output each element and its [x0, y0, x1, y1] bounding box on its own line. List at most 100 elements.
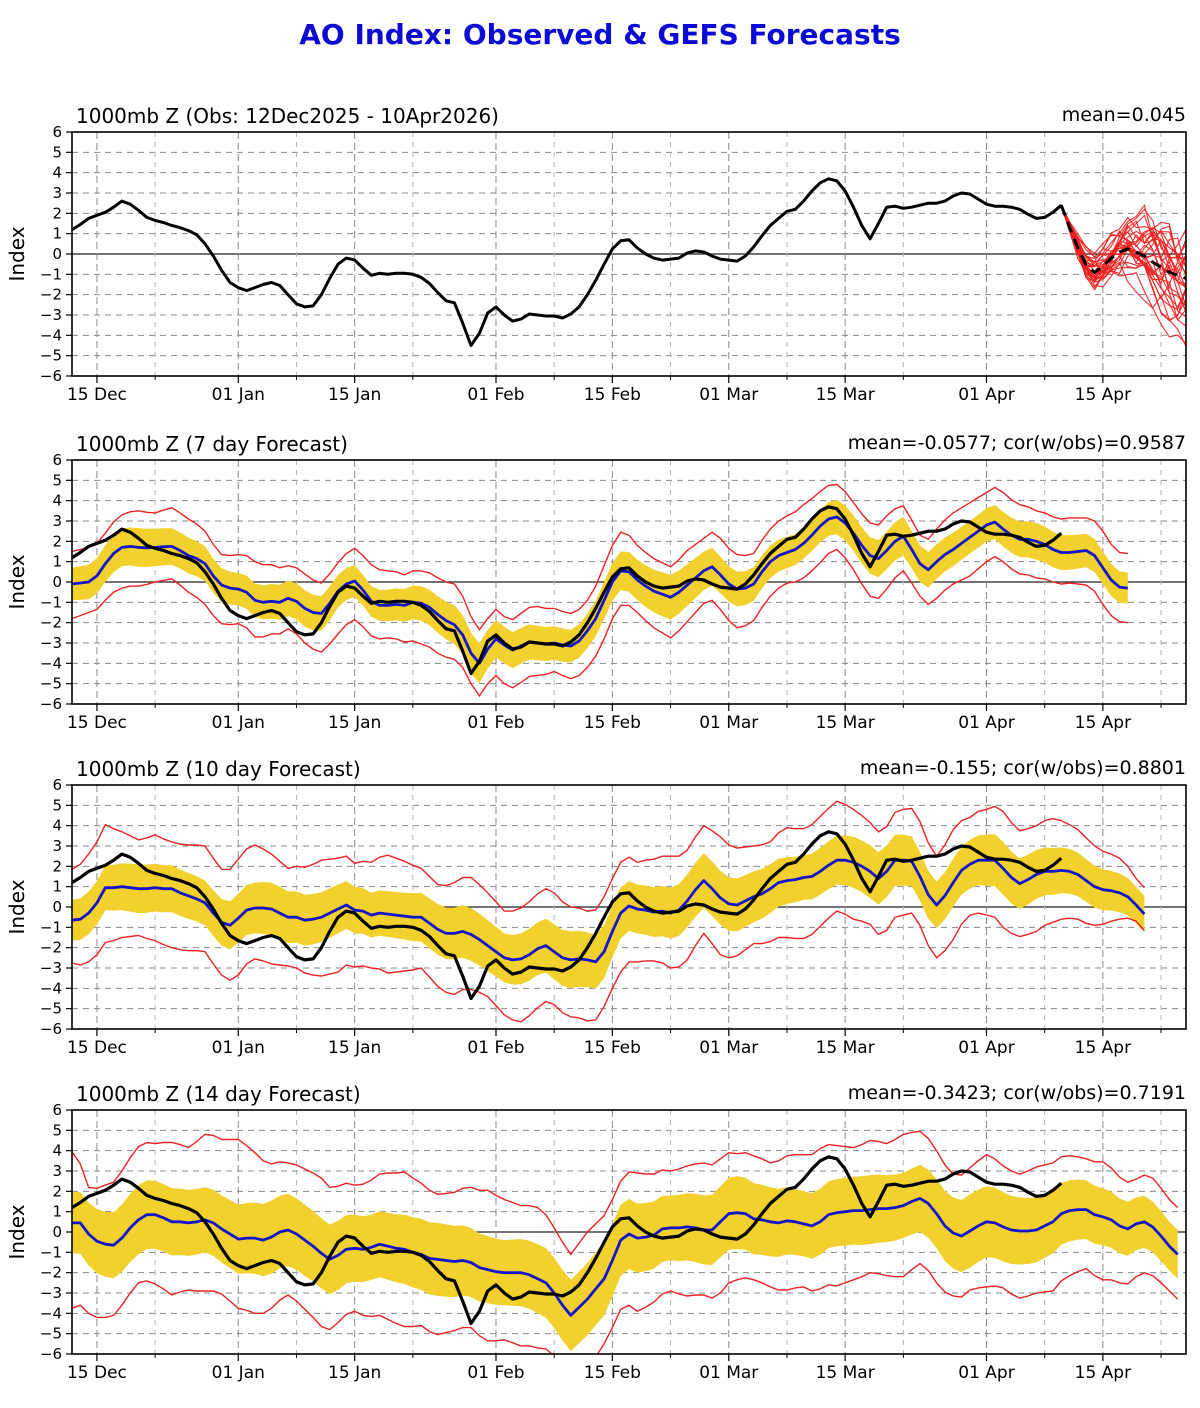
svg-text:01 Jan: 01 Jan — [212, 1363, 265, 1383]
svg-text:3: 3 — [52, 184, 62, 202]
svg-text:01 Apr: 01 Apr — [958, 385, 1014, 405]
svg-text:4: 4 — [52, 1142, 62, 1160]
plot-frame — [71, 1109, 1187, 1355]
forecast-7day-chart: 6 5 4 3 2 1 0 −1 −2 −3 −4 −5 −6 15 Dec 01 Jan 15 Jan 01 … — [5, 451, 1187, 733]
svg-text:−6: −6 — [40, 695, 62, 713]
svg-text:1: 1 — [52, 1203, 62, 1221]
svg-text:15 Apr: 15 Apr — [1075, 1363, 1131, 1383]
ensemble-members — [1060, 203, 1186, 347]
svg-text:5: 5 — [52, 143, 62, 161]
x-axis-tick-labels: 15 Dec 01 Jan 15 Jan 01 Feb 15 Feb 01 Mar 15 M… — [67, 376, 1162, 405]
svg-text:−1: −1 — [40, 1243, 62, 1261]
svg-text:−4: −4 — [40, 979, 62, 997]
panel-title: 1000mb Z (Obs: 12Dec2025 - 10Apr2026) — [76, 104, 499, 128]
y-axis-tick-labels: 6 5 4 3 2 1 0 −1 −2 −3 −4 −5 −6 — [40, 123, 72, 385]
svg-text:1: 1 — [52, 553, 62, 571]
panel-stats: mean=-0.3423; cor(w/obs)=0.7191 — [847, 1082, 1186, 1104]
svg-text:0: 0 — [52, 573, 62, 591]
svg-text:15 Jan: 15 Jan — [328, 713, 381, 733]
svg-text:15 Feb: 15 Feb — [584, 1038, 641, 1058]
svg-text:2: 2 — [52, 1182, 62, 1200]
svg-text:01 Feb: 01 Feb — [467, 385, 524, 405]
plot-frame — [71, 131, 1187, 377]
svg-text:6: 6 — [52, 123, 62, 141]
panel-forecast-10day-header: 1000mb Z (10 day Forecast) mean=-0.155; … — [0, 757, 1200, 783]
observed-chart: 6 5 4 3 2 1 0 −1 −2 −3 −4 −5 −6 15 Dec 01 Jan 15 Jan 01 … — [5, 123, 1187, 405]
svg-text:−5: −5 — [40, 1325, 62, 1343]
svg-text:01 Apr: 01 Apr — [958, 1038, 1014, 1058]
panel-title: 1000mb Z (14 day Forecast) — [76, 1082, 361, 1106]
svg-text:−5: −5 — [40, 347, 62, 365]
svg-text:01 Apr: 01 Apr — [958, 713, 1014, 733]
y-axis-tick-labels: 6 5 4 3 2 1 0 −1 −2 −3 −4 −5 −6 — [40, 1101, 72, 1363]
svg-text:−4: −4 — [40, 1304, 62, 1322]
panel-forecast-10day: 6 5 4 3 2 1 0 −1 −2 −3 −4 −5 −6 15 Dec 01 Jan 15 Jan 01 … — [0, 753, 1200, 1083]
svg-text:−5: −5 — [40, 675, 62, 693]
svg-text:−3: −3 — [40, 959, 62, 977]
forecast-14day-chart: 6 5 4 3 2 1 0 −1 −2 −3 −4 −5 −6 15 Dec 01 Jan 15 Jan 01 … — [5, 1101, 1187, 1383]
observed-line — [71, 830, 1063, 1001]
plot-frame — [71, 784, 1187, 1030]
svg-text:15 Dec: 15 Dec — [67, 713, 127, 733]
ensemble-spread-band — [72, 499, 1128, 684]
ensemble-spread-band — [72, 1164, 1178, 1351]
panel-forecast-7day: 6 5 4 3 2 1 0 −1 −2 −3 −4 −5 −6 15 Dec 01 Jan 15 Jan 01 … — [0, 428, 1200, 758]
grid — [72, 132, 1186, 376]
svg-text:0: 0 — [52, 245, 62, 263]
svg-text:15 Dec: 15 Dec — [67, 385, 127, 405]
svg-text:1: 1 — [52, 225, 62, 243]
svg-text:0: 0 — [52, 898, 62, 916]
svg-text:01 Mar: 01 Mar — [699, 385, 758, 405]
svg-text:−3: −3 — [40, 634, 62, 652]
y-axis-tick-labels: 6 5 4 3 2 1 0 −1 −2 −3 −4 −5 −6 — [40, 451, 72, 713]
y-axis-label: Index — [5, 879, 29, 934]
ensemble-spread-band — [72, 834, 1145, 989]
svg-text:01 Jan: 01 Jan — [212, 713, 265, 733]
observed-line — [71, 505, 1063, 676]
svg-text:15 Jan: 15 Jan — [328, 1363, 381, 1383]
forecast-10day-chart: 6 5 4 3 2 1 0 −1 −2 −3 −4 −5 −6 15 Dec 01 Jan 15 Jan 01 … — [5, 776, 1187, 1058]
svg-text:15 Mar: 15 Mar — [816, 713, 875, 733]
svg-text:−1: −1 — [40, 265, 62, 283]
observed-line — [71, 177, 1063, 347]
svg-text:3: 3 — [52, 512, 62, 530]
svg-text:2: 2 — [52, 204, 62, 222]
svg-text:1: 1 — [52, 878, 62, 896]
svg-text:15 Feb: 15 Feb — [584, 713, 641, 733]
svg-text:15 Mar: 15 Mar — [816, 1363, 875, 1383]
y-axis-label: Index — [5, 1204, 29, 1259]
svg-text:−3: −3 — [40, 306, 62, 324]
svg-text:−1: −1 — [40, 593, 62, 611]
svg-text:−2: −2 — [40, 614, 62, 632]
panel-forecast-14day: 6 5 4 3 2 1 0 −1 −2 −3 −4 −5 −6 15 Dec 01 Jan 15 Jan 01 … — [0, 1078, 1200, 1408]
panel-title: 1000mb Z (7 day Forecast) — [76, 432, 348, 456]
panel-title: 1000mb Z (10 day Forecast) — [76, 757, 361, 781]
svg-text:15 Feb: 15 Feb — [584, 1363, 641, 1383]
svg-text:01 Feb: 01 Feb — [467, 1363, 524, 1383]
svg-text:15 Dec: 15 Dec — [67, 1038, 127, 1058]
svg-text:01 Mar: 01 Mar — [699, 1363, 758, 1383]
svg-text:15 Jan: 15 Jan — [328, 1038, 381, 1058]
panel-stats: mean=0.045 — [1061, 104, 1186, 126]
svg-text:6: 6 — [52, 776, 62, 794]
svg-text:−2: −2 — [40, 939, 62, 957]
svg-text:15 Apr: 15 Apr — [1075, 385, 1131, 405]
panel-observed: 6 5 4 3 2 1 0 −1 −2 −3 −4 −5 −6 15 Dec 01 Jan 15 Jan 01 … — [0, 100, 1200, 430]
x-axis-tick-labels: 15 Dec 01 Jan 15 Jan 01 Feb 15 Feb 01 Mar 15 M… — [67, 1029, 1162, 1058]
svg-text:15 Mar: 15 Mar — [816, 385, 875, 405]
forecast-mean-line — [72, 858, 1146, 964]
svg-text:−1: −1 — [40, 918, 62, 936]
svg-text:−4: −4 — [40, 654, 62, 672]
svg-text:−5: −5 — [40, 1000, 62, 1018]
svg-text:01 Mar: 01 Mar — [699, 1038, 758, 1058]
svg-text:15 Dec: 15 Dec — [67, 1363, 127, 1383]
svg-text:15 Apr: 15 Apr — [1075, 1038, 1131, 1058]
panel-forecast-14day-header: 1000mb Z (14 day Forecast) mean=-0.3423;… — [0, 1082, 1200, 1108]
x-axis-tick-labels: 15 Dec 01 Jan 15 Jan 01 Feb 15 Feb 01 Mar 15 M… — [67, 704, 1162, 733]
svg-text:4: 4 — [52, 164, 62, 182]
forecast-mean-line — [72, 1197, 1179, 1317]
panel-stats: mean=-0.0577; cor(w/obs)=0.9587 — [847, 432, 1186, 454]
panel-forecast-7day-header: 1000mb Z (7 day Forecast) mean=-0.0577; … — [0, 432, 1200, 458]
svg-text:3: 3 — [52, 1162, 62, 1180]
svg-text:−4: −4 — [40, 326, 62, 344]
